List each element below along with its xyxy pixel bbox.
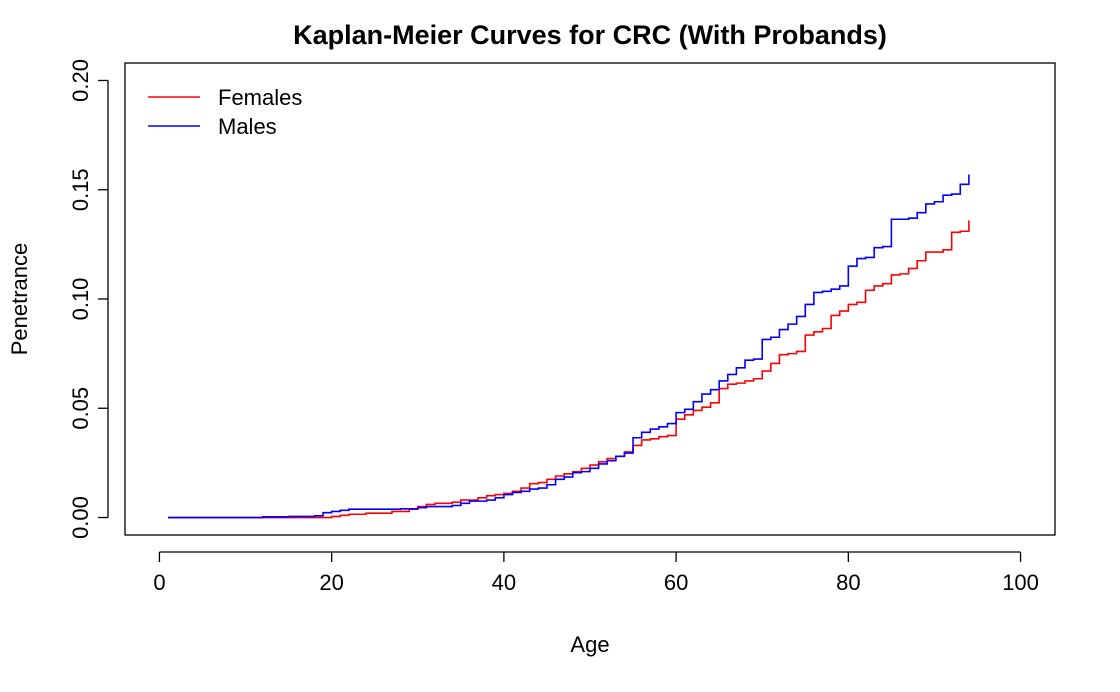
legend-label-males: Males	[218, 114, 277, 139]
y-tick-label: 0.10	[68, 278, 93, 321]
y-tick-label: 0.05	[68, 387, 93, 430]
y-tick-label: 0.20	[68, 59, 93, 102]
y-axis: 0.00 0.05 0.10 0.15 0.20	[68, 59, 109, 539]
x-tick-label: 40	[492, 570, 516, 595]
x-tick-label: 100	[1002, 570, 1039, 595]
y-axis-label: Penetrance	[7, 243, 32, 356]
chart-title: Kaplan-Meier Curves for CRC (With Proban…	[293, 20, 887, 50]
x-tick-label: 20	[319, 570, 343, 595]
series-layer	[168, 174, 970, 519]
legend-label-females: Females	[218, 85, 302, 110]
y-tick-label: 0.15	[68, 168, 93, 211]
series-line-males	[168, 174, 970, 519]
x-axis-label: Age	[570, 632, 609, 657]
series-line-females	[168, 220, 970, 519]
plot-frame	[124, 62, 1056, 536]
y-tick-label: 0.00	[68, 496, 93, 539]
x-tick-label: 0	[153, 570, 165, 595]
legend: Females Males	[148, 85, 302, 139]
x-tick-label: 60	[664, 570, 688, 595]
x-axis: 0 20 40 60 80 100	[153, 551, 1039, 595]
x-tick-label: 80	[836, 570, 860, 595]
